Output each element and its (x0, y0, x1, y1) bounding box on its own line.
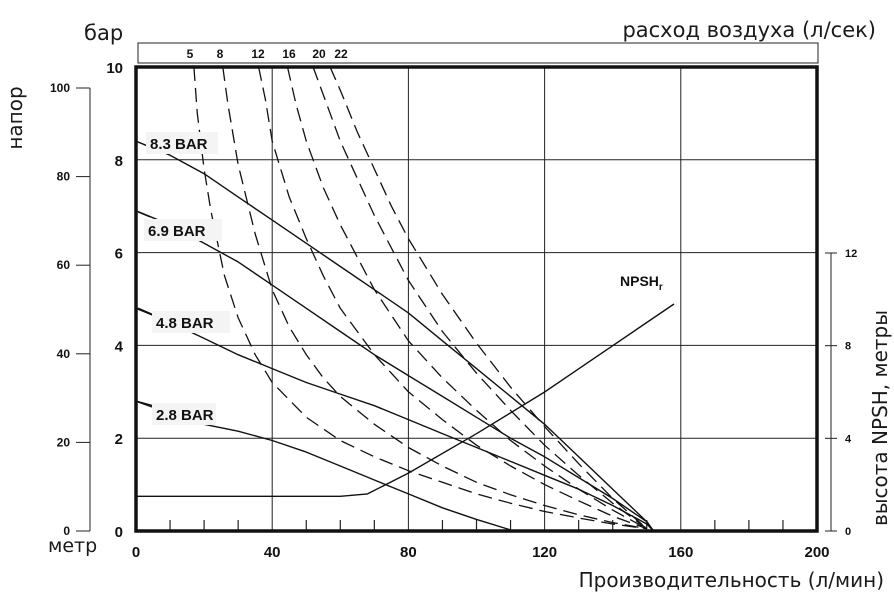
air-curve-20 (312, 66, 648, 530)
x-axis-title: Производительность (л/мин) (579, 568, 884, 592)
plot-frame (134, 65, 819, 533)
head-tick-label: 40 (57, 347, 71, 361)
bar-tick-label: 2 (115, 431, 123, 448)
npsh-label: NPSHr (620, 273, 663, 293)
air-curve-8 (222, 66, 647, 530)
head-tick-label: 100 (50, 81, 70, 95)
curve-label: 2.8 BAR (156, 407, 214, 424)
air-flow-label: 20 (312, 47, 326, 61)
series-line-npshr (136, 303, 675, 497)
x-tick-label: 40 (264, 544, 281, 561)
bar-tick-label: 10 (106, 60, 123, 77)
x-tick-label: 200 (804, 544, 829, 561)
x-tick-label: 80 (400, 544, 417, 561)
bar-axis-title: бар (84, 21, 123, 45)
curve-label-box (146, 132, 218, 154)
curve-label-box (152, 311, 230, 333)
air-curve-16 (286, 66, 648, 530)
curve-label-box (152, 403, 216, 425)
x-tick-label: 120 (532, 544, 557, 561)
series-line-4-8-bar (135, 307, 655, 532)
air-flow-title: расход воздуха (л/сек) (622, 18, 876, 42)
head-tick-label: 20 (57, 435, 71, 449)
plot-border (134, 65, 819, 533)
air-flow-label: 16 (282, 47, 296, 61)
curve-label-box (144, 219, 222, 241)
npsh-tick-label: 0 (845, 526, 851, 538)
head-axis-unit: метр (48, 535, 97, 557)
air-curve-5 (193, 66, 647, 530)
curve-lead-stroke (137, 307, 153, 315)
bar-tick-label: 6 (115, 246, 123, 263)
air-flow-label: 12 (251, 47, 265, 61)
air-curve-22 (329, 66, 648, 530)
head-tick-label: 0 (63, 524, 70, 538)
x-tick-label: 0 (132, 544, 140, 561)
air-curve-12 (257, 66, 648, 530)
labels-layer: 8.3 BAR 6.9 BAR 4.8 BAR 2.8 BAR NPSHr бар метр… (3, 18, 892, 592)
bar-tick-label: 4 (115, 338, 124, 355)
curve-label: 4.8 BAR (156, 315, 214, 332)
npsh-tick-label: 12 (845, 248, 857, 260)
curve-lead-stroke (137, 401, 153, 408)
grid-lines (136, 67, 817, 531)
npsh-axis-title: высота NPSH, метры (868, 310, 892, 526)
curve-label: 8.3 BAR (150, 136, 208, 153)
air-flow-label: 5 (187, 47, 194, 61)
bar-tick-label: 0 (115, 524, 123, 541)
series-line-8-3-bar (135, 140, 655, 532)
x-tick-label: 160 (668, 544, 693, 561)
air-flow-label: 22 (334, 47, 348, 61)
npsh-tick-label: 8 (845, 341, 851, 353)
air-flow-label: 8 (217, 47, 224, 61)
bar-tick-label: 8 (115, 153, 123, 170)
air-strip-box (137, 42, 819, 64)
npsh-tick-label: 4 (845, 433, 852, 445)
air-flow-strip: 5 8 12 16 20 22 (137, 42, 819, 64)
curve-label: 6.9 BAR (148, 223, 206, 240)
head-tick-label: 60 (57, 258, 71, 272)
head-axis-title: напор (3, 86, 27, 149)
head-tick-label: 80 (57, 170, 71, 184)
curve-lead-stroke (137, 211, 151, 218)
